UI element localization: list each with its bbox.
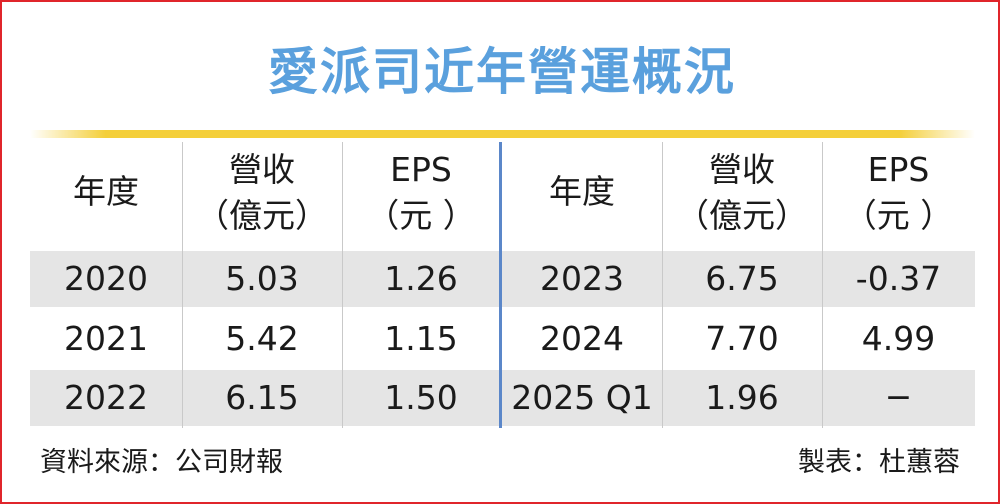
header-year-left-label: 年度 [73, 172, 139, 211]
header-year-right: 年度 [502, 169, 662, 215]
column-divider [662, 142, 663, 428]
header-year-right-label: 年度 [549, 172, 615, 211]
table-cell-year-right: 2023 [540, 259, 624, 298]
table-cell-revenue-left: 5.42 [225, 319, 299, 358]
header-revenue-right-line2: （億元） [676, 196, 808, 235]
table-cell-revenue-right: 7.70 [705, 319, 779, 358]
header-revenue-left-line2: （億元） [196, 196, 328, 235]
table-cell-eps-left: 1.50 [384, 378, 458, 417]
table-cell-year-left: 2020 [64, 259, 148, 298]
table-cell-eps-right: 4.99 [861, 319, 936, 358]
table-cell-revenue-right: 1.96 [705, 378, 779, 417]
table-cell-eps-left: 1.26 [384, 259, 458, 298]
table-cell-eps-right: -0.37 [855, 259, 942, 298]
header-eps-right-line2: （元 ） [843, 196, 954, 235]
header-eps-left-line2: （元 ） [366, 196, 476, 235]
table-cell-year-left: 2022 [64, 378, 148, 417]
table-cell-revenue-left: 6.15 [225, 378, 299, 417]
table-cell-revenue-right: 6.75 [705, 259, 779, 298]
title-underline [30, 130, 975, 138]
column-divider [342, 142, 343, 428]
header-eps-right-line1: EPS [867, 150, 930, 189]
table-cell-revenue-left: 5.03 [225, 259, 299, 298]
section-divider [499, 142, 502, 428]
header-year-left: 年度 [30, 169, 182, 215]
header-revenue-left: 營收 （億元） [182, 147, 342, 239]
header-eps-right: EPS （元 ） [822, 147, 975, 239]
header-eps-left-line1: EPS [390, 150, 452, 189]
row-band-3 [30, 370, 975, 426]
table-cell-year-right: 2025 Q1 [511, 378, 653, 417]
column-divider [182, 142, 183, 428]
table-cell-eps-right: ─ [888, 378, 909, 417]
maker-note: 製表：杜蕙蓉 [798, 447, 960, 478]
column-divider [822, 142, 823, 428]
header-revenue-right: 營收 （億元） [662, 147, 822, 239]
table-cell-year-right: 2024 [540, 319, 624, 358]
header-eps-left: EPS （元 ） [342, 147, 500, 239]
header-revenue-left-line1: 營收 [229, 150, 295, 189]
chart-title: 愛派司近年營運概況 [268, 43, 736, 101]
source-note: 資料來源：公司財報 [40, 447, 283, 478]
header-revenue-right-line1: 營收 [709, 150, 775, 189]
table-cell-year-left: 2021 [64, 319, 148, 358]
row-band-1 [30, 251, 975, 307]
table-cell-eps-left: 1.15 [384, 319, 458, 358]
